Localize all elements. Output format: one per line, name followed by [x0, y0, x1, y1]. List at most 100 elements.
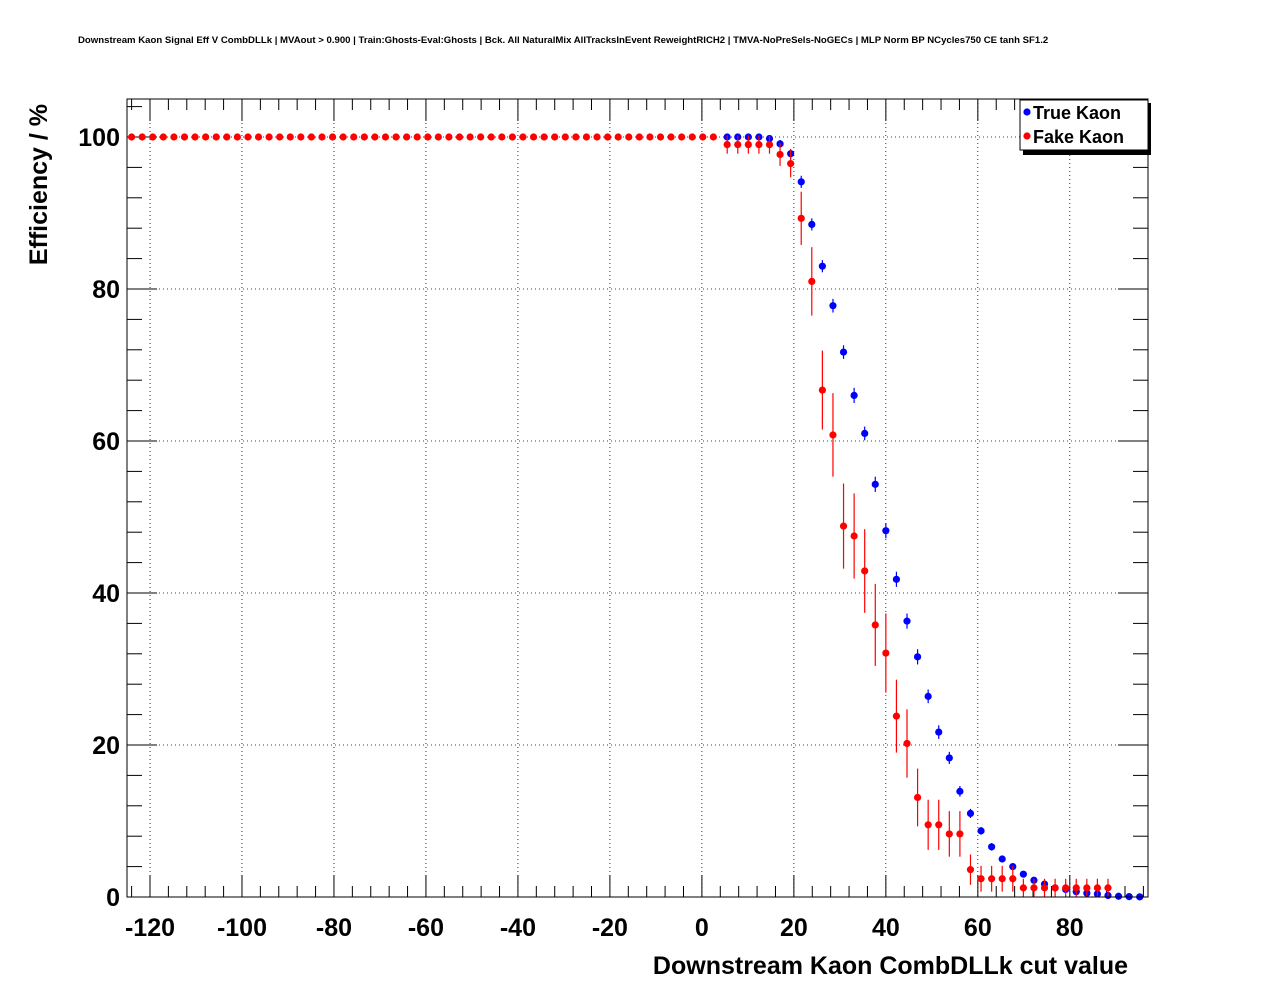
fake-kaon-point-marker — [1040, 884, 1049, 892]
fake-kaon-point — [1072, 878, 1080, 897]
true-kaon-point — [818, 260, 826, 273]
flat-region-point-marker — [424, 133, 432, 141]
flat-region-point — [709, 133, 717, 141]
flat-region-point — [286, 133, 294, 141]
flat-region-point — [328, 133, 337, 141]
axes: -120 -100 -80 -60 -40 -20 0 20 40 60 80 0 20 40 60 80 10… — [78, 99, 1148, 942]
fake-kaon-point — [871, 583, 879, 666]
flat-region-point — [350, 133, 358, 141]
flat-region-point — [498, 133, 506, 141]
fake-kaon-point — [913, 768, 922, 827]
flat-region-point-marker — [392, 133, 400, 141]
fake-kaon-point — [1062, 878, 1070, 897]
legend-label-fake-kaon: Fake Kaon — [1033, 127, 1124, 147]
legend-marker-true-kaon — [1023, 108, 1031, 116]
fake-kaon-point-marker — [956, 830, 964, 838]
fake-kaon-point-marker — [1072, 884, 1080, 892]
y-tick-label: 60 — [92, 428, 120, 456]
flat-region-point — [413, 133, 421, 141]
flat-region-point — [339, 133, 347, 141]
flat-region-point-marker — [487, 133, 495, 141]
flat-region-point-marker — [350, 133, 358, 141]
true-kaon-point-marker — [882, 527, 890, 535]
flat-region-point — [276, 133, 284, 141]
flat-region-point-marker — [159, 133, 167, 141]
fake-kaon-point — [903, 709, 911, 778]
fake-kaon-point — [818, 350, 826, 430]
true-kaon-point — [924, 689, 932, 704]
flat-region-point — [455, 133, 464, 141]
fake-kaon-point-marker — [839, 522, 848, 530]
x-tick-label: -120 — [125, 914, 175, 942]
flat-region-point-marker — [540, 133, 548, 141]
fake-kaon-point — [776, 143, 784, 166]
flat-region-point — [656, 133, 665, 141]
true-kaon-point-marker — [998, 855, 1006, 863]
flat-region-point — [678, 133, 686, 141]
flat-region-point — [381, 133, 390, 141]
true-kaon-point — [998, 855, 1006, 863]
flat-region-point — [403, 133, 411, 141]
flat-region-point — [233, 133, 241, 141]
true-kaon-point — [892, 571, 901, 587]
x-tick-label: 20 — [780, 914, 808, 942]
flat-region-point — [265, 133, 273, 141]
flat-region-point — [572, 133, 580, 141]
flat-region-point — [244, 133, 252, 141]
fake-kaon-point-marker — [808, 277, 816, 285]
fake-kaon-point-marker — [776, 150, 784, 159]
flat-region-point-marker — [413, 133, 421, 141]
grid-lines — [127, 99, 1148, 898]
flat-region-point — [434, 133, 442, 141]
flat-region-point-marker — [149, 133, 157, 141]
flat-region-point — [254, 133, 263, 141]
fake-kaon-point-marker — [829, 431, 837, 439]
true-kaon-point — [839, 345, 848, 359]
fake-kaon-point-marker — [723, 141, 731, 149]
flat-region-point-marker — [667, 133, 675, 141]
flat-region-point-marker — [318, 133, 326, 141]
flat-region-point-marker — [371, 133, 379, 141]
true-kaon-point-marker — [945, 754, 953, 762]
flat-region-point-marker — [593, 133, 601, 141]
flat-region-point — [540, 133, 548, 141]
flat-region-point-marker — [276, 133, 284, 141]
fake-kaon-point — [956, 811, 964, 857]
flat-region-point — [170, 133, 178, 141]
fake-kaon-point — [1009, 865, 1017, 892]
true-kaon-point-marker — [808, 220, 816, 228]
flat-region-point — [625, 133, 633, 141]
flat-region-point — [149, 133, 157, 141]
flat-region-point-marker — [434, 133, 442, 141]
flat-region-point-marker — [180, 133, 189, 141]
flat-region-point-marker — [223, 133, 231, 141]
true-kaon-point — [988, 843, 996, 851]
true-kaon-point — [977, 827, 985, 835]
y-tick-label: 100 — [78, 124, 120, 152]
flat-region-point-marker — [678, 133, 686, 141]
fake-kaon-point — [755, 135, 763, 154]
flat-region-point-marker — [297, 133, 305, 141]
flat-region-point-marker — [656, 133, 665, 141]
true-kaon-point — [966, 808, 975, 818]
true-kaon-point-marker — [861, 429, 869, 437]
fake-kaon-point-marker — [787, 160, 795, 168]
fake-kaon-point — [734, 135, 742, 154]
legend-label-true-kaon: True Kaon — [1033, 103, 1121, 123]
legend: True Kaon Fake Kaon — [1019, 99, 1151, 155]
flat-region-point-marker — [572, 133, 580, 141]
fake-kaon-point-marker — [913, 793, 922, 802]
legend-marker-fake-kaon — [1023, 132, 1031, 140]
fake-kaon-point — [808, 247, 816, 316]
x-tick-label: -20 — [592, 914, 628, 942]
flat-region-point — [223, 133, 231, 141]
fake-kaon-point-marker — [744, 141, 752, 149]
flat-region-point-marker — [191, 133, 199, 141]
fake-kaon-point-marker — [1019, 884, 1027, 892]
true-kaon-point-marker — [892, 575, 901, 583]
flat-region-point-marker — [445, 133, 453, 141]
fake-kaon-point — [945, 811, 953, 857]
flat-region-point-marker — [635, 133, 643, 141]
fake-kaon-point-marker — [998, 875, 1006, 883]
true-kaon-point-marker — [903, 617, 911, 625]
